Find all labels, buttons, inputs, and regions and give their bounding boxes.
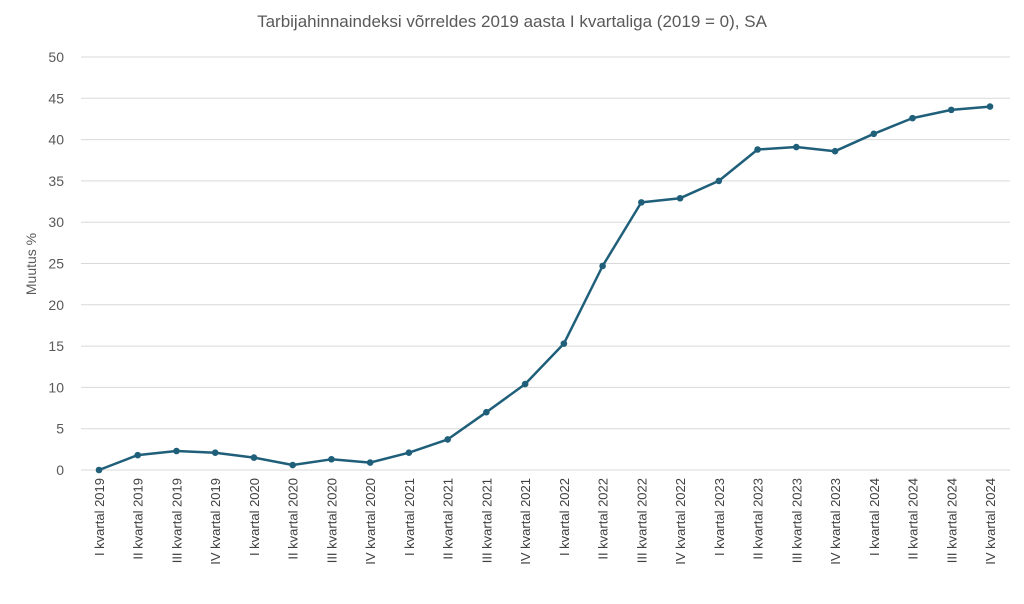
series-line [98,105,991,472]
data-point [986,103,994,110]
data-point [831,147,839,155]
data-point [793,143,800,151]
x-tick-label: II kvartal 2024 [906,478,921,560]
x-tick-label: III kvartal 2019 [169,478,184,563]
data-point [173,447,180,455]
x-tick-label: III kvartal 2020 [324,478,339,563]
x-tick-label: IV kvartal 2022 [673,478,688,565]
y-tick-label: 20 [48,297,64,313]
data-points [95,103,994,474]
data-point [909,114,916,122]
x-tick-label: IV kvartal 2023 [828,478,843,565]
data-point [405,449,413,456]
y-tick-label: 25 [48,256,64,272]
x-tick-label: I kvartal 2024 [867,478,882,556]
x-tick-label: II kvartal 2023 [751,478,766,560]
x-tick-label: II kvartal 2019 [131,478,146,560]
y-tick-label: 15 [48,338,64,354]
data-point [715,177,723,185]
data-point [521,380,529,388]
x-tick-label: II kvartal 2022 [596,478,611,560]
x-tick-label: IV kvartal 2020 [363,478,378,565]
x-tick-label: I kvartal 2020 [247,478,262,556]
x-tick-label: II kvartal 2021 [441,478,456,560]
x-tick-label: I kvartal 2022 [557,478,572,556]
x-tick-label: II kvartal 2020 [286,478,301,560]
data-point [328,455,335,463]
y-tick-label: 5 [56,421,64,437]
x-tick-label: I kvartal 2021 [402,478,417,556]
gridlines [81,56,1010,471]
y-tick-label: 45 [48,90,64,106]
x-tick-label: IV kvartal 2024 [983,478,998,565]
x-tick-label: IV kvartal 2019 [208,478,223,565]
x-tick-label: III kvartal 2023 [789,478,804,563]
data-point [638,199,645,206]
data-point [483,408,490,416]
data-point [366,459,374,466]
data-point [754,146,761,153]
x-tick-labels: I kvartal 2019 II kvartal 2019 III kvartal… [92,478,998,565]
data-point [947,106,955,114]
x-tick-label: III kvartal 2024 [944,478,959,563]
y-tick-label: 50 [48,49,64,65]
x-tick-label: I kvartal 2019 [92,478,107,556]
y-tick-labels: 0 5 10 15 20 25 30 35 40 45 50 [48,49,64,478]
data-point [676,194,684,202]
data-point [289,461,296,469]
x-tick-label: IV kvartal 2021 [518,478,533,565]
data-point [870,130,878,138]
series-line-layer [98,105,991,472]
x-tick-label: I kvartal 2023 [712,478,727,556]
data-point [134,451,142,459]
x-tick-label: III kvartal 2022 [634,478,649,563]
y-tick-label: 40 [48,132,64,148]
data-point [599,262,606,270]
data-point [250,454,258,461]
data-point [211,449,219,456]
chart-title: Tarbijahinnaindeksi võrreldes 2019 aasta… [257,12,767,31]
x-tick-label: III kvartal 2021 [479,478,494,563]
data-point [560,340,568,347]
y-tick-label: 30 [48,214,64,230]
data-point [95,466,103,474]
y-tick-label: 0 [56,462,64,478]
data-point [444,436,451,443]
y-tick-label: 35 [48,173,64,189]
y-tick-label: 10 [48,379,64,395]
